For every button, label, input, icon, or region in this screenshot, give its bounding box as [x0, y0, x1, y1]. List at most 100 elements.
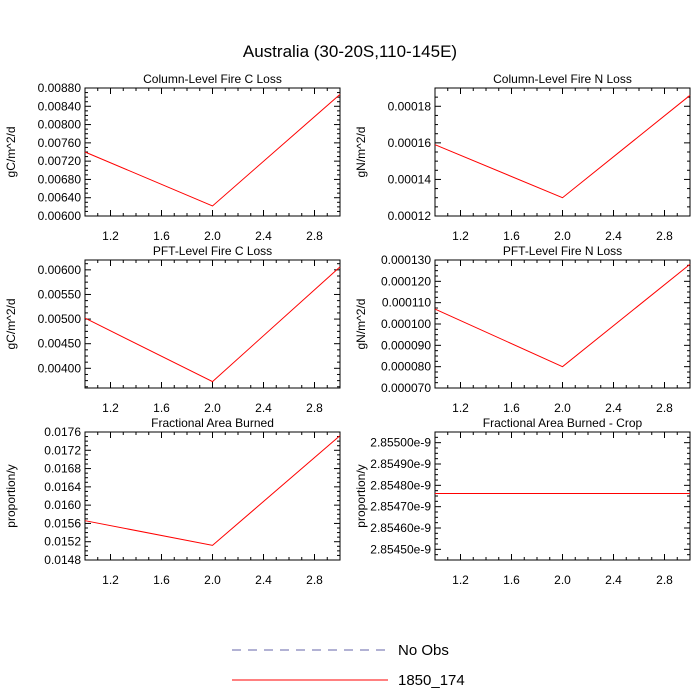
x-tick-label: 2.4 [605, 573, 622, 587]
y-axis-label: proportion/y [354, 464, 368, 527]
x-tick-label: 1.2 [102, 229, 119, 243]
x-tick-label: 2.4 [605, 401, 622, 415]
x-tick-label: 2.4 [255, 401, 272, 415]
y-tick-label: 0.00640 [38, 191, 82, 205]
y-tick-label: 0.00018 [388, 99, 432, 113]
panel-0: Column-Level Fire C Loss gC/m^2/d 1.2 1.6 2.… [4, 72, 341, 243]
y-tick-label: 0.00840 [38, 99, 82, 113]
y-tick-label: 0.000090 [381, 338, 431, 352]
x-tick-label: 1.2 [452, 401, 469, 415]
x-tick-label: 2.0 [554, 573, 571, 587]
y-tick-label: 0.0152 [44, 535, 81, 549]
y-tick-label: 0.00016 [388, 136, 432, 150]
panel-title: Fractional Area Burned - Crop [483, 416, 643, 430]
series-line-1850-174 [84, 94, 341, 207]
y-axis-label: gN/m^2/d [354, 127, 368, 178]
y-tick-label: 0.000070 [381, 381, 431, 395]
y-tick-label: 0.00500 [38, 312, 82, 326]
x-tick-label: 2.0 [204, 229, 221, 243]
y-tick-label: 0.00800 [38, 118, 82, 132]
y-tick-label: 2.85490e-9 [370, 457, 431, 471]
x-tick-label: 2.8 [656, 573, 673, 587]
x-tick-label: 1.2 [102, 573, 119, 587]
y-tick-label: 0.00600 [38, 263, 82, 277]
x-tick-label: 2.0 [554, 401, 571, 415]
y-tick-label: 0.000110 [382, 296, 431, 310]
y-axis-label: gC/m^2/d [4, 127, 18, 178]
y-tick-label: 2.85480e-9 [370, 478, 431, 492]
y-tick-label: 0.00012 [388, 209, 432, 223]
x-tick-label: 2.0 [204, 401, 221, 415]
y-axis-label: gC/m^2/d [4, 299, 18, 350]
legend-model-label: 1850_174 [398, 672, 465, 689]
y-tick-label: 0.00400 [38, 361, 82, 375]
panel-title: Fractional Area Burned [151, 416, 274, 430]
x-tick-label: 1.2 [452, 573, 469, 587]
panels: Column-Level Fire C Loss gC/m^2/d 1.2 1.6 2.… [4, 72, 691, 587]
plot-frame [434, 259, 691, 389]
x-tick-label: 2.0 [554, 229, 571, 243]
panel-title: PFT-Level Fire C Loss [153, 244, 272, 258]
series-line-1850-174 [84, 266, 341, 383]
y-tick-label: 0.0172 [44, 443, 81, 457]
series-line-1850-174 [84, 435, 341, 546]
y-axis-label: gN/m^2/d [354, 299, 368, 350]
series-line-1850-174 [434, 94, 691, 199]
x-tick-label: 2.8 [306, 401, 323, 415]
figure-title: Australia (30-20S,110-145E) [243, 42, 457, 61]
y-tick-label: 0.000120 [381, 274, 431, 288]
x-tick-label: 1.2 [452, 229, 469, 243]
x-tick-label: 1.6 [153, 573, 170, 587]
x-tick-label: 1.6 [153, 401, 170, 415]
legend: No Obs 1850_174 [232, 642, 465, 689]
x-tick-label: 2.8 [306, 573, 323, 587]
panel-1: Column-Level Fire N Loss gN/m^2/d 1.2 1.6 2.… [354, 72, 691, 243]
y-tick-label: 0.00600 [38, 209, 82, 223]
y-tick-label: 0.00720 [38, 154, 82, 168]
y-tick-label: 0.0176 [44, 425, 81, 439]
panel-5: Fractional Area Burned - Crop proportion/… [354, 416, 691, 587]
y-tick-label: 0.00680 [38, 172, 82, 186]
y-tick-label: 0.000080 [381, 360, 431, 374]
y-tick-label: 0.00550 [38, 287, 82, 301]
y-tick-label: 0.000100 [381, 317, 431, 331]
x-tick-label: 1.6 [503, 401, 520, 415]
panel-title: PFT-Level Fire N Loss [503, 244, 622, 258]
x-tick-label: 1.2 [102, 401, 119, 415]
y-tick-label: 0.0156 [44, 516, 81, 530]
panel-2: PFT-Level Fire C Loss gC/m^2/d 1.2 1.6 2.0 2.… [4, 244, 341, 415]
y-tick-label: 0.00760 [38, 136, 82, 150]
legend-obs-label: No Obs [398, 642, 449, 659]
x-tick-label: 2.4 [255, 573, 272, 587]
x-tick-label: 2.4 [255, 229, 272, 243]
plot-frame [434, 87, 691, 217]
plot-frame [84, 87, 341, 217]
y-tick-label: 0.00450 [38, 337, 82, 351]
x-tick-label: 1.6 [503, 229, 520, 243]
x-tick-label: 1.6 [503, 573, 520, 587]
plot-frame [84, 259, 341, 389]
y-tick-label: 0.0160 [44, 498, 81, 512]
panel-4: Fractional Area Burned proportion/y 1.2 1.6… [4, 416, 341, 587]
y-tick-label: 2.85470e-9 [370, 500, 431, 514]
plot-frame [434, 431, 691, 561]
y-tick-label: 0.0168 [44, 462, 81, 476]
y-tick-label: 0.000130 [381, 253, 431, 267]
y-tick-label: 0.0148 [44, 553, 81, 567]
x-tick-label: 2.4 [605, 229, 622, 243]
x-tick-label: 2.8 [656, 401, 673, 415]
y-tick-label: 2.85500e-9 [370, 436, 431, 450]
x-tick-label: 2.0 [204, 573, 221, 587]
x-tick-label: 1.6 [153, 229, 170, 243]
y-axis-label: proportion/y [4, 464, 18, 527]
series-line-1850-174 [434, 263, 691, 368]
y-tick-label: 0.00880 [38, 81, 82, 95]
y-tick-label: 2.85460e-9 [370, 521, 431, 535]
panel-title: Column-Level Fire N Loss [493, 72, 632, 86]
y-tick-label: 0.00014 [388, 172, 432, 186]
y-tick-label: 0.0164 [44, 480, 81, 494]
x-tick-label: 2.8 [656, 229, 673, 243]
plot-frame [84, 431, 341, 561]
panel-3: PFT-Level Fire N Loss gN/m^2/d 1.2 1.6 2.0 2.… [354, 244, 691, 415]
